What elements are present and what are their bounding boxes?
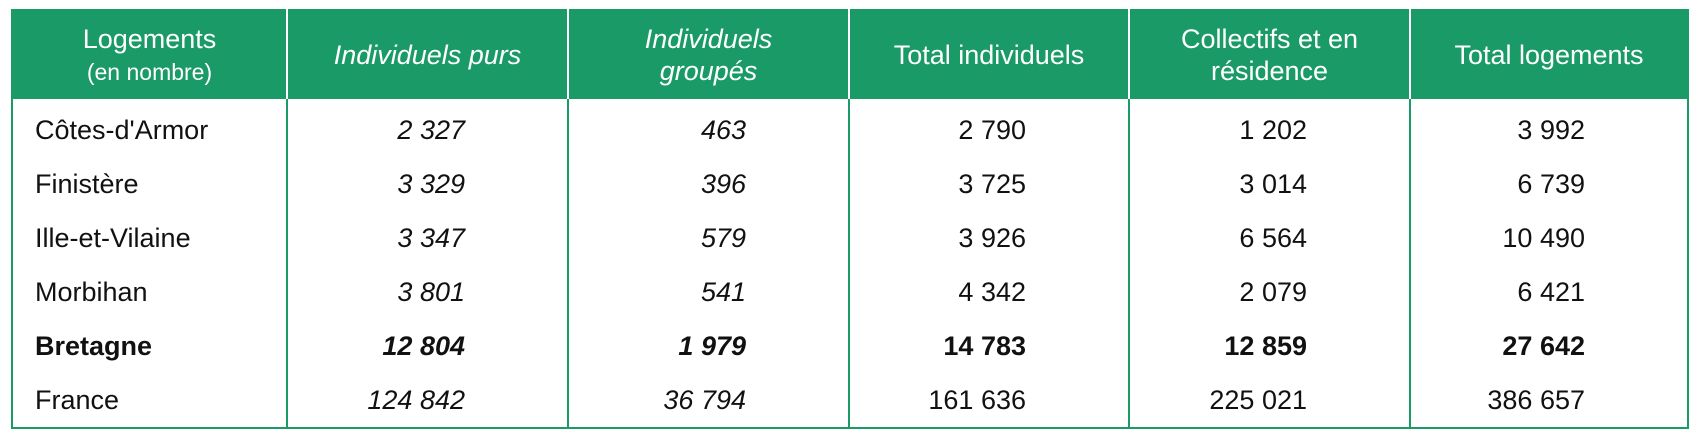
value-cell: 12 859 [1128,319,1410,373]
row-label: Morbihan [35,276,148,307]
table-row: Bretagne 12 804 1 979 14 783 12 859 27 642 [12,319,1688,373]
value-cell: 3 347 [286,211,568,265]
value-cell: 3 329 [286,157,568,211]
header-cell: Individuels groupés [567,10,849,99]
header-row: Logements (en nombre) Individuels purs Indi… [12,10,1688,99]
value-cell: 2 327 [286,99,568,157]
value-cell: 124 842 [286,373,568,428]
table-body: Côtes-d'Armor 2 327 463 2 790 1 202 3 992 Fini… [12,99,1688,428]
value-cell: 36 794 [567,373,849,428]
header-cell: Total logements [1409,10,1688,99]
value-cell: 6 421 [1409,265,1688,319]
value-cell: 6 739 [1409,157,1688,211]
table-row: Ille-et-Vilaine 3 347 579 3 926 6 564 10 490 [12,211,1688,265]
value-cell: 3 926 [848,211,1129,265]
value-cell: 1 202 [1128,99,1410,157]
value-cell: 27 642 [1409,319,1688,373]
header-text: Individuels purs [333,40,522,70]
header-cell: Logements (en nombre) [12,10,287,99]
table-row: Morbihan 3 801 541 4 342 2 079 6 421 [12,265,1688,319]
value-cell: 14 783 [848,319,1129,373]
value-cell: 463 [567,99,849,157]
header-text: (en nombre) [86,58,213,85]
header-cell: Total individuels [848,10,1129,99]
value-cell: 1 979 [567,319,849,373]
header-text: Logements [82,23,217,54]
header-cell: Collectifs et en résidence [1128,10,1410,99]
row-label: Bretagne [35,330,153,361]
value-cell: 2 790 [848,99,1129,157]
value-cell: 579 [567,211,849,265]
value-cell: 2 079 [1128,265,1410,319]
value-cell: 225 021 [1128,373,1410,428]
header-cell: Individuels purs [286,10,568,99]
value-cell: 6 564 [1128,211,1410,265]
row-label: France [35,384,120,415]
table-row: Finistère 3 329 396 3 725 3 014 6 739 [12,157,1688,211]
value-cell: 4 342 [848,265,1129,319]
row-label: Côtes-d'Armor [35,114,209,145]
header-text: groupés [659,56,758,86]
value-cell: 161 636 [848,373,1129,428]
housing-table: Logements (en nombre) Individuels purs Indi… [11,9,1689,429]
table-row: France 124 842 36 794 161 636 225 021 386 657 [12,373,1688,428]
header-text: résidence [1210,56,1329,86]
header-text: Collectifs et en [1180,24,1359,54]
row-label: Finistère [35,168,139,199]
header-text: Total logements [1454,40,1644,70]
value-cell: 541 [567,265,849,319]
table-row: Côtes-d'Armor 2 327 463 2 790 1 202 3 992 [12,99,1688,157]
header-text: Total individuels [893,40,1085,70]
value-cell: 396 [567,157,849,211]
value-cell: 12 804 [286,319,568,373]
value-cell: 3 014 [1128,157,1410,211]
row-label: Ille-et-Vilaine [35,222,191,253]
value-cell: 3 725 [848,157,1129,211]
value-cell: 10 490 [1409,211,1688,265]
header-text: Individuels [644,24,773,54]
value-cell: 3 801 [286,265,568,319]
value-cell: 3 992 [1409,99,1688,157]
value-cell: 386 657 [1409,373,1688,428]
